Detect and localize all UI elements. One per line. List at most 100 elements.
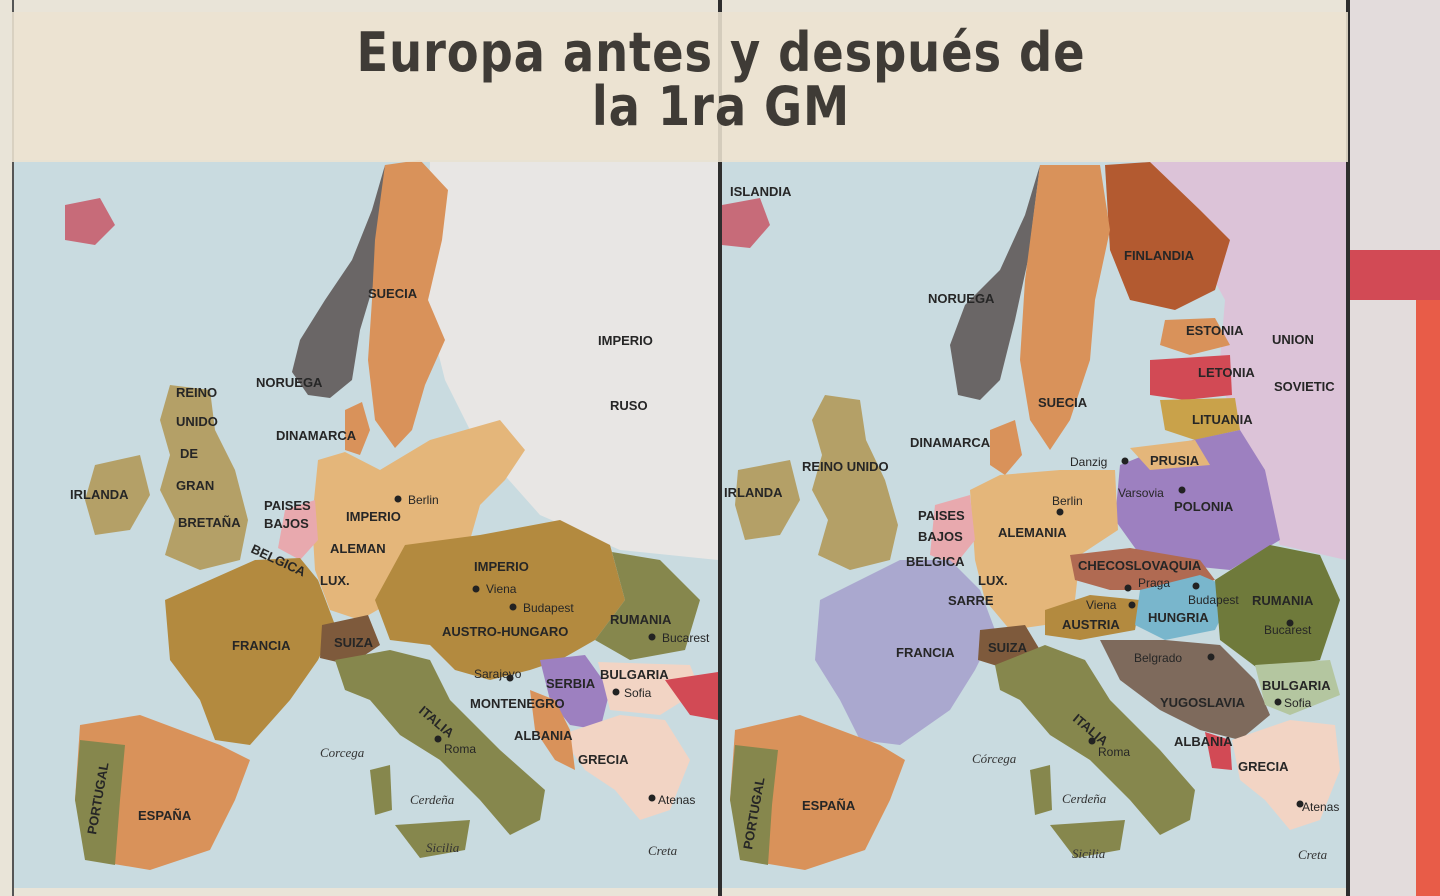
label-rumania-before: RUMANIA	[610, 612, 672, 627]
label-sovietic: SOVIETIC	[1274, 379, 1335, 394]
city-danzig: Danzig	[1070, 455, 1107, 469]
label-irlanda-before: IRLANDA	[70, 487, 129, 502]
label-espana-before: ESPAÑA	[138, 808, 192, 823]
label-suecia-before: SUECIA	[368, 286, 418, 301]
land-iceland-before	[65, 198, 115, 245]
land-estonia-after	[1160, 318, 1230, 355]
land-portugal-before	[75, 740, 125, 865]
label-paises-before: PAISES	[264, 498, 311, 513]
land-denmark-before	[345, 402, 370, 455]
title-band	[12, 12, 1348, 162]
land-austria-hungary	[375, 520, 625, 680]
label-unido: UNIDO	[176, 414, 218, 429]
label-grecia-after: GRECIA	[1238, 759, 1289, 774]
city-sarajevo: Sarajevo	[474, 667, 522, 681]
land-ireland-after	[735, 460, 800, 540]
land-switzerland-before	[320, 615, 380, 665]
land-romania-after	[1215, 545, 1340, 670]
land-sweden-after	[1020, 165, 1110, 450]
land-sweden-before	[368, 160, 448, 448]
label-cerdena-before: Cerdeña	[410, 792, 455, 807]
land-denmark-after	[990, 420, 1022, 475]
city-viena-after: Viena	[1086, 598, 1117, 612]
slide-title-line-1: Europa antes y después de	[356, 21, 1086, 84]
city-berlin-before: Berlin	[408, 493, 439, 507]
label-imperio-ruso-1: IMPERIO	[598, 333, 653, 348]
city-berlin-after: Berlin	[1052, 494, 1083, 508]
labels-after: ISLANDIA NORUEGA SUECIA FINLANDIA ESTONI…	[724, 184, 1339, 862]
land-albania-before	[530, 690, 575, 770]
label-estonia: ESTONIA	[1186, 323, 1244, 338]
label-rumania-after: RUMANIA	[1252, 593, 1314, 608]
label-finlandia: FINLANDIA	[1124, 248, 1195, 263]
label-union: UNION	[1272, 332, 1314, 347]
label-francia-after: FRANCIA	[896, 645, 955, 660]
label-grecia-before: GRECIA	[578, 752, 629, 767]
label-lux-before: LUX.	[320, 573, 350, 588]
land-greece-before	[560, 715, 690, 820]
land-lithuania-after	[1160, 398, 1240, 440]
label-noruega-before: NORUEGA	[256, 375, 323, 390]
city-bucarest-after: Bucarest	[1264, 623, 1312, 637]
city-varsovia: Varsovia	[1118, 486, 1164, 500]
label-bajos-after: BAJOS	[918, 529, 963, 544]
label-suiza-before: SUIZA	[334, 635, 374, 650]
label-imperio-aleman-2: ALEMAN	[330, 541, 386, 556]
city-roma-after: Roma	[1098, 745, 1130, 759]
land-hungary-after	[1135, 575, 1235, 640]
label-creta-after: Creta	[1298, 847, 1328, 862]
label-suiza-after: SUIZA	[988, 640, 1028, 655]
label-checoslovaquia: CHECOSLOVAQUIA	[1078, 558, 1202, 573]
label-dinamarca-after: DINAMARCA	[910, 435, 991, 450]
land-sicily-after	[1050, 820, 1125, 858]
city-belgrado: Belgrado	[1134, 651, 1182, 665]
label-serbia-before: SERBIA	[546, 676, 596, 691]
label-imperio-ruso-2: RUSO	[610, 398, 648, 413]
land-finland-after	[1105, 162, 1230, 310]
label-sicilia-after: Sicilia	[1072, 846, 1106, 861]
land-italy-before	[335, 650, 545, 835]
label-reino-unido-after: REINO UNIDO	[802, 459, 889, 474]
land-france-before	[165, 558, 335, 745]
land-low-countries-before	[278, 500, 318, 560]
label-austria: AUSTRIA	[1062, 617, 1120, 632]
label-reino: REINO	[176, 385, 217, 400]
label-sarre: SARRE	[948, 593, 994, 608]
slide-title: Europa antes y después de la 1ra GM	[111, 26, 1330, 134]
land-czechoslovakia-after	[1070, 548, 1215, 590]
label-paises-after: PAISES	[918, 508, 965, 523]
label-lituania: LITUANIA	[1192, 412, 1253, 427]
label-bulgaria-after: BULGARIA	[1262, 678, 1331, 693]
city-atenas-after: Atenas	[1302, 800, 1339, 814]
label-bretana: BRETAÑA	[178, 515, 241, 530]
land-latvia-after	[1150, 355, 1232, 400]
label-montenegro: MONTENEGRO	[470, 696, 565, 711]
city-budapest-before: Budapest	[523, 601, 574, 615]
label-albania-before: ALBANIA	[514, 728, 573, 743]
label-corcega-after: Córcega	[972, 751, 1017, 766]
label-lux-after: LUX.	[978, 573, 1008, 588]
land-albania-after	[1205, 732, 1232, 770]
adjacent-slide-strip	[1346, 0, 1440, 896]
land-ireland-before	[85, 455, 150, 535]
label-gran: GRAN	[176, 478, 214, 493]
land-iceland-after	[722, 198, 770, 248]
label-francia-before: FRANCIA	[232, 638, 291, 653]
label-belgica-after: BELGICA	[906, 554, 965, 569]
land-france-after	[815, 560, 995, 745]
label-bulgaria-before: BULGARIA	[600, 667, 669, 682]
label-espana-after: ESPAÑA	[802, 798, 856, 813]
label-suecia-after: SUECIA	[1038, 395, 1088, 410]
label-imperio-austro-1: IMPERIO	[474, 559, 529, 574]
land-prussia-after	[1130, 440, 1210, 470]
label-sicilia-before: Sicilia	[426, 840, 460, 855]
map-before-war	[14, 160, 718, 888]
land-norway-after	[950, 165, 1040, 400]
label-creta-before: Creta	[648, 843, 678, 858]
land-greece-after	[1232, 720, 1340, 830]
land-sardinia-after	[1030, 765, 1052, 815]
label-cerdena-after: Cerdeña	[1062, 791, 1107, 806]
city-roma-before: Roma	[444, 742, 476, 756]
left-edge-line	[12, 0, 14, 896]
land-ottoman-before	[665, 672, 718, 720]
